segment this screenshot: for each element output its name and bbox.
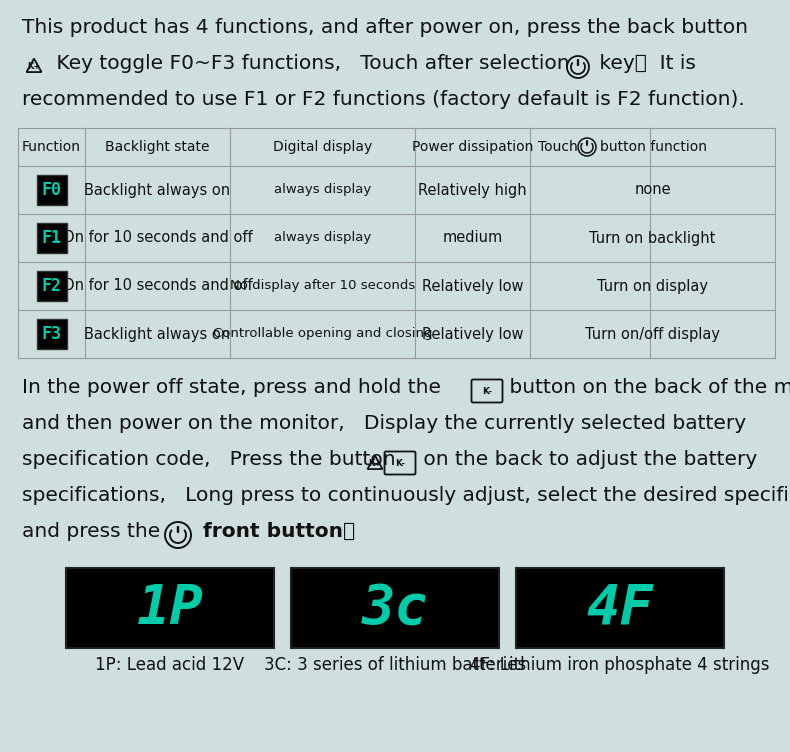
Text: and then power on the monitor,   Display the currently selected battery: and then power on the monitor, Display t… <box>22 414 746 433</box>
FancyBboxPatch shape <box>36 223 66 253</box>
Text: Backlight always on: Backlight always on <box>85 183 231 198</box>
Text: Relatively low: Relatively low <box>422 326 523 341</box>
Text: 3c: 3c <box>362 581 428 635</box>
Text: medium: medium <box>442 231 502 245</box>
Text: F0: F0 <box>42 181 62 199</box>
Text: K-: K- <box>482 387 492 396</box>
Text: Backlight state: Backlight state <box>105 140 210 154</box>
Text: K-: K- <box>395 459 405 468</box>
Text: specifications,   Long press to continuously adjust, select the desired specific: specifications, Long press to continuous… <box>22 486 790 505</box>
FancyBboxPatch shape <box>516 568 724 648</box>
FancyBboxPatch shape <box>36 319 66 349</box>
Text: Relatively high: Relatively high <box>418 183 527 198</box>
Text: On for 10 seconds and off: On for 10 seconds and off <box>62 278 252 293</box>
Text: 3C: 3 series of lithium batteries: 3C: 3 series of lithium batteries <box>264 656 526 674</box>
Text: none: none <box>634 183 671 198</box>
Text: Controllable opening and closing: Controllable opening and closing <box>213 328 432 341</box>
Text: F2: F2 <box>42 277 62 295</box>
Text: Turn on/off display: Turn on/off display <box>585 326 720 341</box>
Text: front button。: front button。 <box>196 522 356 541</box>
Text: K+: K+ <box>28 62 41 71</box>
FancyBboxPatch shape <box>36 271 66 301</box>
Text: and press the: and press the <box>22 522 167 541</box>
Text: No display after 10 seconds: No display after 10 seconds <box>230 280 415 293</box>
Text: always display: always display <box>274 232 371 244</box>
Text: button on the back of the monitor: button on the back of the monitor <box>503 378 790 397</box>
Text: This product has 4 functions, and after power on, press the back button: This product has 4 functions, and after … <box>22 18 748 37</box>
Text: 4F: Lithium iron phosphate 4 strings: 4F: Lithium iron phosphate 4 strings <box>470 656 769 674</box>
Text: F1: F1 <box>42 229 62 247</box>
Text: Power dissipation: Power dissipation <box>412 140 533 154</box>
Text: F3: F3 <box>42 325 62 343</box>
Text: Function: Function <box>22 140 81 154</box>
Text: always display: always display <box>274 183 371 196</box>
Text: specification code,   Press the button: specification code, Press the button <box>22 450 402 469</box>
Text: on the back to adjust the battery: on the back to adjust the battery <box>417 450 758 469</box>
Text: In the power off state, press and hold the: In the power off state, press and hold t… <box>22 378 447 397</box>
Text: 1P: Lead acid 12V: 1P: Lead acid 12V <box>96 656 245 674</box>
Text: Touch: Touch <box>538 140 577 154</box>
Text: 4F: 4F <box>587 581 653 635</box>
Text: key。  It is: key。 It is <box>593 54 696 73</box>
FancyBboxPatch shape <box>291 568 499 648</box>
Text: Turn on display: Turn on display <box>597 278 708 293</box>
FancyBboxPatch shape <box>66 568 274 648</box>
Text: button function: button function <box>600 140 707 154</box>
FancyBboxPatch shape <box>36 175 66 205</box>
Text: Backlight always on: Backlight always on <box>85 326 231 341</box>
Text: Relatively low: Relatively low <box>422 278 523 293</box>
Text: 1P: 1P <box>137 581 203 635</box>
Text: Key toggle F0~F3 functions,   Touch after selection: Key toggle F0~F3 functions, Touch after … <box>50 54 576 73</box>
Text: K+: K+ <box>368 459 382 468</box>
Text: Turn on backlight: Turn on backlight <box>589 231 716 245</box>
Text: On for 10 seconds and off: On for 10 seconds and off <box>62 231 252 245</box>
Text: recommended to use F1 or F2 functions (factory default is F2 function).: recommended to use F1 or F2 functions (f… <box>22 90 745 109</box>
Text: Digital display: Digital display <box>273 140 372 154</box>
